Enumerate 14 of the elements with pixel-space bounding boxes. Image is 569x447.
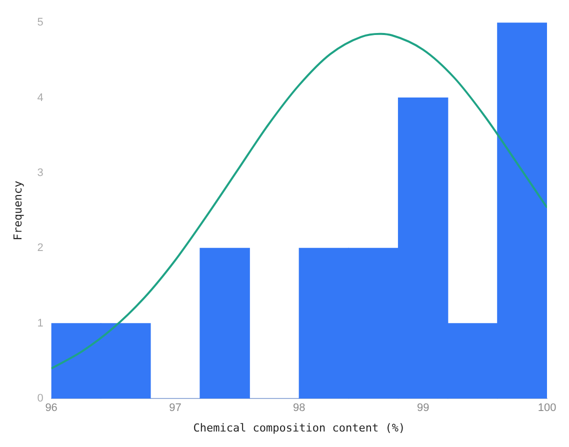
y-tick-label: 2 bbox=[37, 242, 44, 254]
x-tick-label: 98 bbox=[293, 402, 306, 414]
y-tick-label: 5 bbox=[37, 16, 44, 29]
x-tick-label: 99 bbox=[416, 402, 430, 414]
y-tick-label: 3 bbox=[37, 167, 44, 180]
y-tick-label: 1 bbox=[37, 317, 44, 330]
y-tick-label: 4 bbox=[37, 92, 44, 104]
y-tick-label: 0 bbox=[37, 392, 44, 405]
x-tick-label: 96 bbox=[45, 402, 58, 414]
y-axis-title: Frequency bbox=[11, 180, 24, 240]
x-tick-label: 97 bbox=[169, 402, 182, 414]
x-axis-title: Chemical composition content (%) bbox=[193, 421, 406, 434]
x-tick-label: 100 bbox=[538, 402, 556, 414]
line-series bbox=[51, 32, 547, 370]
